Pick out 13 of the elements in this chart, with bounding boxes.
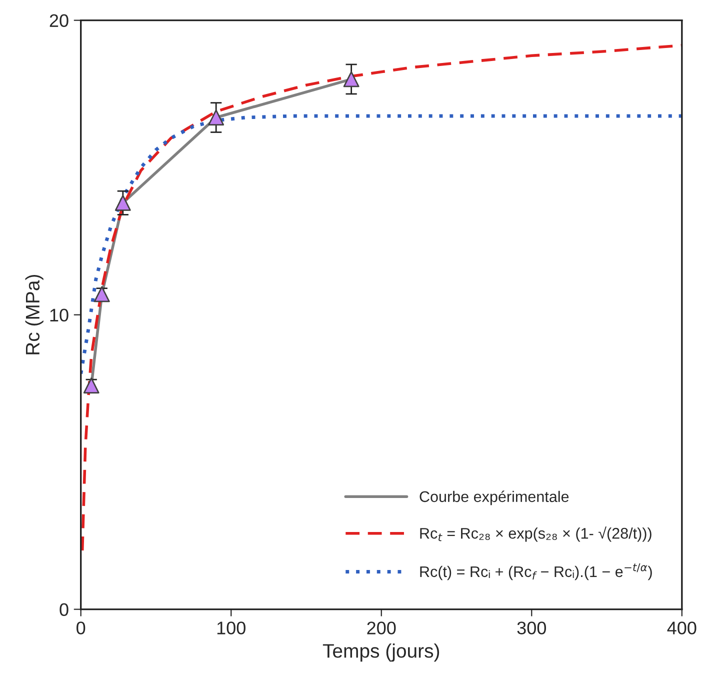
x-tick-label: 200 [367, 622, 396, 634]
legend-label: Rc(t) = Rcᵢ + (Rc$_{f}$ − Rcᵢ).(1 − e$^{−t/α}$) [420, 563, 652, 580]
x-tick-label: 0 [76, 622, 86, 634]
y-axis-title: Rc (MPa) [25, 274, 44, 354]
y-tick-label: 20 [50, 14, 68, 28]
y-tick-label: 0 [60, 603, 68, 616]
x-tick-label: 400 [667, 622, 696, 634]
x-tick-label: 100 [217, 622, 246, 634]
x-axis-title: Temps (jours) [322, 643, 440, 662]
legend-label: Courbe expérimentale [420, 490, 569, 506]
y-tick-label: 10 [50, 308, 68, 322]
legend-label: Rc$_{t}$ = Rc₂₈ × exp(s₂₈ × (1- √(28/t))) [420, 526, 652, 542]
x-tick-label: 300 [517, 622, 546, 634]
